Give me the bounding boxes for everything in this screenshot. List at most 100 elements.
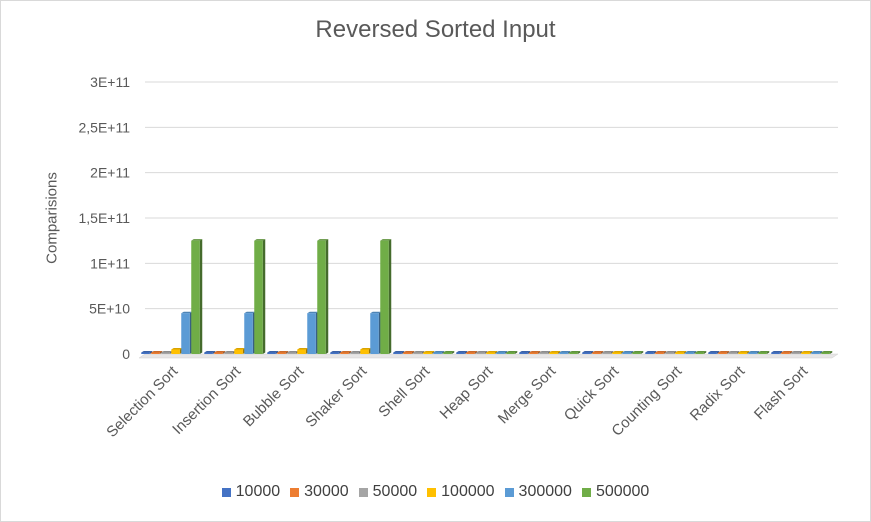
bar-10000-heap-sort xyxy=(456,352,465,354)
bar-300000-heap-sort xyxy=(496,352,505,354)
bar-side xyxy=(766,351,770,354)
bar-side xyxy=(726,351,730,354)
bar-side xyxy=(789,351,793,354)
bar-300000-flash-sort xyxy=(811,352,820,354)
bar-top xyxy=(423,351,435,353)
bar-100000-shell-sort xyxy=(423,352,432,354)
bar-50000-counting-sort xyxy=(665,352,674,354)
bar-side xyxy=(514,351,518,354)
bar-10000-flash-sort xyxy=(771,352,780,354)
bar-top xyxy=(496,351,508,353)
bar-top xyxy=(675,351,687,353)
bar-side xyxy=(736,351,740,354)
y-tick-label: 0 xyxy=(122,346,130,362)
bar-10000-radix-sort xyxy=(708,352,717,354)
bar-side xyxy=(819,351,823,354)
bar-top xyxy=(685,351,697,353)
bar-top xyxy=(360,347,372,350)
bar-50000-selection-sort xyxy=(161,352,170,354)
bar-50000-insertion-sort xyxy=(224,352,233,354)
bar-100000-shaker-sort xyxy=(360,349,369,354)
bar-300000-insertion-sort xyxy=(244,313,253,354)
bar-side xyxy=(212,351,216,354)
bar-top xyxy=(171,347,183,350)
bar-top xyxy=(267,351,279,353)
x-category-label: Radix Sort xyxy=(687,362,749,424)
bar-top xyxy=(801,351,813,353)
bar-30000-flash-sort xyxy=(781,352,790,354)
bar-side xyxy=(451,351,455,354)
bar-side xyxy=(401,351,405,354)
legend-item: 100000 xyxy=(427,483,495,501)
bar-side xyxy=(653,351,657,354)
bar-top xyxy=(277,351,289,353)
bar-top xyxy=(204,351,216,353)
x-category-label: Quick Sort xyxy=(561,362,623,424)
bar-100000-merge-sort xyxy=(549,352,558,354)
bar-100000-flash-sort xyxy=(801,352,810,354)
legend-item: 50000 xyxy=(358,483,417,501)
bar-30000-heap-sort xyxy=(466,352,475,354)
bar-side xyxy=(600,351,604,354)
bar-top xyxy=(758,351,770,353)
y-tick-label: 3E+11 xyxy=(90,74,130,90)
legend-label: 100000 xyxy=(441,483,495,500)
y-tick-label: 2,5E+11 xyxy=(78,119,130,135)
bar-top xyxy=(622,351,634,353)
bar-50000-radix-sort xyxy=(728,352,737,354)
y-tick-label: 5E+10 xyxy=(89,301,130,317)
bar-top xyxy=(244,311,256,314)
bar-top xyxy=(612,351,624,353)
chart-floor xyxy=(138,353,839,359)
bar-top xyxy=(370,311,382,314)
bar-side xyxy=(421,351,425,354)
bar-50000-merge-sort xyxy=(539,352,548,354)
bar-300000-shell-sort xyxy=(433,352,442,354)
x-category-label: Bubble Sort xyxy=(240,362,308,430)
bar-side xyxy=(567,351,571,354)
bar-300000-quick-sort xyxy=(622,352,631,354)
bar-10000-bubble-sort xyxy=(267,352,276,354)
bar-top xyxy=(433,351,445,353)
bar-side xyxy=(484,351,488,354)
bar-side xyxy=(464,351,468,354)
bar-10000-merge-sort xyxy=(519,352,528,354)
y-tick-label: 1E+11 xyxy=(90,255,130,271)
chart-legend: 10000 30000 50000 100000 300000 500000 xyxy=(0,483,871,502)
bar-30000-radix-sort xyxy=(718,352,727,354)
bar-top xyxy=(307,311,319,314)
bar-side xyxy=(431,351,435,354)
bar-10000-shaker-sort xyxy=(330,352,339,354)
bar-top xyxy=(287,351,299,353)
x-category-label: Heap Sort xyxy=(437,362,497,422)
y-tick-label: 1,5E+11 xyxy=(78,210,130,226)
bar-top xyxy=(151,351,163,353)
bar-top xyxy=(791,351,803,353)
bar-top xyxy=(161,351,173,353)
bar-10000-quick-sort xyxy=(582,352,591,354)
bar-top xyxy=(413,351,425,353)
bar-100000-insertion-sort xyxy=(234,349,243,354)
bar-500000-heap-sort xyxy=(506,352,515,354)
bar-30000-insertion-sort xyxy=(214,352,223,354)
bar-30000-quick-sort xyxy=(592,352,601,354)
bar-top xyxy=(443,351,455,353)
bar-30000-counting-sort xyxy=(655,352,664,354)
bar-top xyxy=(748,351,760,353)
bar-side xyxy=(630,351,634,354)
bar-side xyxy=(348,351,352,354)
bar-side xyxy=(441,351,445,354)
bar-side xyxy=(159,351,163,354)
legend-item: 500000 xyxy=(581,483,649,501)
bar-100000-quick-sort xyxy=(612,352,621,354)
bar-500000-shell-sort xyxy=(443,352,452,354)
bar-side xyxy=(809,351,813,354)
bar-500000-bubble-sort xyxy=(317,240,326,354)
bar-300000-radix-sort xyxy=(748,352,757,354)
bar-side xyxy=(338,351,342,354)
chart-title: Reversed Sorted Input xyxy=(315,16,556,43)
bar-side xyxy=(590,351,594,354)
bar-side xyxy=(829,351,833,354)
